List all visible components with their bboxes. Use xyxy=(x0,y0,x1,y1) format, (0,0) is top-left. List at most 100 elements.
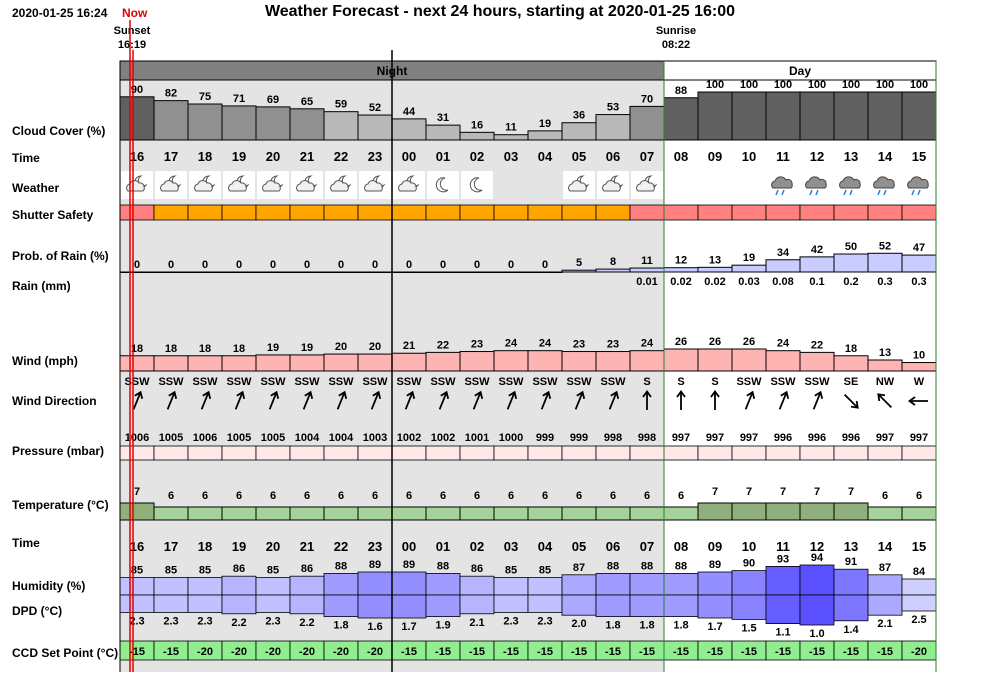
now-label: Now xyxy=(122,6,148,20)
dpd-bar xyxy=(595,594,631,618)
arrow-shaft xyxy=(132,392,142,410)
wind-direction-value: SSW xyxy=(362,376,388,388)
humidity-bar xyxy=(867,574,903,596)
time-cell-bottom: 16 xyxy=(130,539,144,554)
cloud-moon-icon xyxy=(189,171,221,199)
humidity-bar xyxy=(901,578,937,596)
wind-arrow-icon xyxy=(608,390,620,410)
wind-bar xyxy=(357,353,393,372)
arrow-shaft xyxy=(166,392,176,410)
sunset-label: Sunset 16:19 xyxy=(92,24,172,52)
wind-value: 18 xyxy=(131,343,143,355)
prob-rain-value: 0 xyxy=(202,259,208,271)
arrow-shaft xyxy=(336,392,346,410)
humidity-value: 89 xyxy=(369,559,381,571)
cloud-bar xyxy=(833,91,869,141)
pressure-cell xyxy=(391,445,427,461)
raindrop xyxy=(849,189,853,196)
ccd-value: -15 xyxy=(775,646,791,658)
humidity-bar xyxy=(323,573,359,596)
wind-value: 20 xyxy=(335,341,347,353)
wind-value: 24 xyxy=(505,338,518,350)
time-cell-bottom: 15 xyxy=(912,539,926,554)
wind-value: 24 xyxy=(539,338,552,350)
cloud-bar xyxy=(119,96,155,141)
ccd-value: -15 xyxy=(469,646,485,658)
wind-direction-label: Wind Direction xyxy=(12,394,97,408)
ccd-value: -20 xyxy=(299,646,315,658)
cloud-bar xyxy=(867,91,903,141)
rain-value: 0.2 xyxy=(843,276,858,288)
cloud-shape xyxy=(568,180,587,192)
wind-value: 26 xyxy=(743,336,755,348)
wind-arrow-icon xyxy=(907,396,928,406)
wind-arrow-icon xyxy=(234,390,246,410)
shutter-cell xyxy=(663,204,699,221)
temperature-bar xyxy=(833,502,869,521)
time-cell: 06 xyxy=(606,149,620,164)
dpd-bar xyxy=(629,594,665,618)
ccd-value: -15 xyxy=(503,646,519,658)
temperature-bar xyxy=(255,506,291,521)
wind-value: 19 xyxy=(267,342,279,354)
cloud-moon-icon xyxy=(121,171,153,199)
cloud-moon-icon xyxy=(325,171,357,199)
cloud-bar xyxy=(459,131,495,141)
wind-arrow-icon xyxy=(676,389,686,410)
arrow-head xyxy=(814,390,824,400)
cloud-shape xyxy=(636,180,655,192)
dpd-value: 1.4 xyxy=(843,624,859,636)
dpd-bar xyxy=(391,594,427,619)
weather-label: Weather xyxy=(12,181,60,195)
time-label: Time xyxy=(12,151,40,165)
prob-rain-value: 50 xyxy=(845,241,857,253)
time-cell-bottom: 01 xyxy=(436,539,450,554)
wind-arrow-icon xyxy=(710,389,720,410)
wind-value: 20 xyxy=(369,341,381,353)
humidity-bar xyxy=(629,573,665,596)
arrow-head xyxy=(304,390,314,400)
shutter-cell xyxy=(867,204,903,221)
dpd-value: 2.3 xyxy=(197,615,212,627)
arrow-shaft xyxy=(608,392,618,410)
humidity-value: 86 xyxy=(301,563,313,575)
temperature-value: 6 xyxy=(440,490,446,502)
arrow-shaft xyxy=(302,392,312,410)
cloud-bar xyxy=(629,105,665,141)
temperature-value: 6 xyxy=(610,490,616,502)
page-title: Weather Forecast - next 24 hours, starti… xyxy=(264,3,736,20)
humidity-bar xyxy=(391,571,427,596)
time-cell: 20 xyxy=(266,149,280,164)
temperature-bar xyxy=(867,506,903,521)
rain-value: 0.3 xyxy=(877,276,892,288)
ccd-value: -15 xyxy=(401,646,417,658)
prob-rain-bar xyxy=(799,256,835,273)
ccd-value: -15 xyxy=(639,646,655,658)
dpd-bar xyxy=(459,594,495,615)
dpd-value: 2.3 xyxy=(129,615,144,627)
wind-arrow-icon xyxy=(574,390,586,410)
humidity-value: 89 xyxy=(403,559,415,571)
wind-direction-value: SSW xyxy=(770,376,796,388)
pressure-cell xyxy=(697,445,733,461)
pressure-value: 996 xyxy=(842,432,860,444)
dpd-value: 2.3 xyxy=(537,615,552,627)
cloud-shape xyxy=(398,180,417,192)
dpd-bar xyxy=(289,594,325,615)
time-cell: 22 xyxy=(334,149,348,164)
arrow-shaft xyxy=(234,392,244,410)
time-cell-bottom: 21 xyxy=(300,539,314,554)
arrow-head xyxy=(508,390,518,400)
dpd-value: 1.7 xyxy=(401,621,416,633)
humidity-value: 88 xyxy=(675,560,687,572)
wind-arrow-icon xyxy=(438,390,450,410)
prob-rain-value: 0 xyxy=(372,259,378,271)
cloud-value: 100 xyxy=(706,79,724,91)
prob-rain-value: 0 xyxy=(270,259,276,271)
cloud-shape xyxy=(194,180,213,192)
humidity-bar xyxy=(221,575,257,596)
cloud-value: 59 xyxy=(335,99,347,111)
temperature-bar xyxy=(663,506,699,521)
pressure-cell xyxy=(799,445,835,461)
